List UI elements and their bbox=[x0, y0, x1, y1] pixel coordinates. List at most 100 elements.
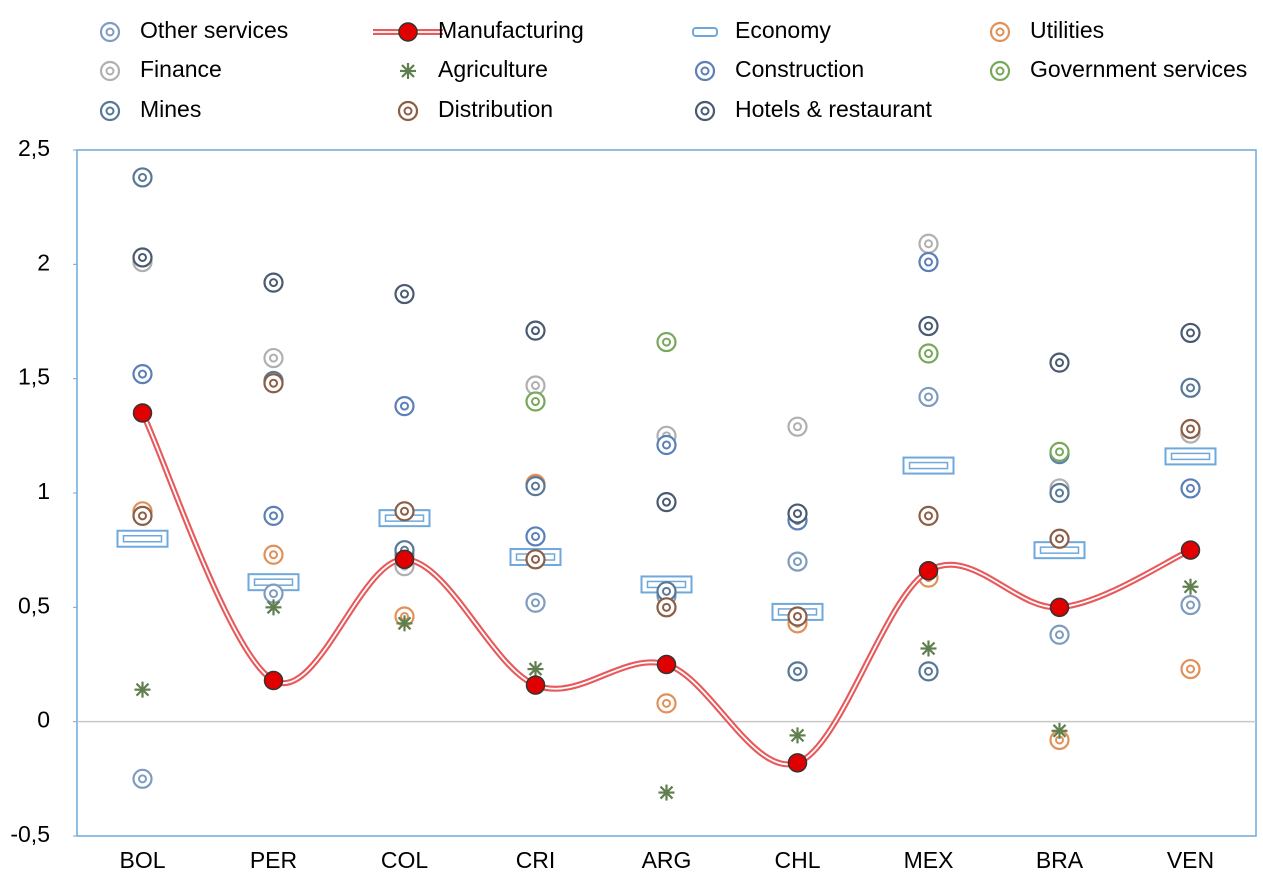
dot bbox=[132, 403, 153, 423]
ring-outer bbox=[918, 661, 939, 682]
ring-inner bbox=[793, 611, 802, 621]
legend-marker bbox=[400, 63, 416, 79]
ring-inner bbox=[105, 66, 115, 76]
ring-inner bbox=[138, 511, 147, 521]
y-tick-label: 2,5 bbox=[18, 135, 50, 161]
ring-inner bbox=[269, 378, 278, 388]
ring-inner bbox=[531, 481, 540, 491]
point bbox=[394, 283, 415, 305]
point bbox=[656, 492, 677, 513]
ring-outer bbox=[99, 21, 121, 43]
ring-inner bbox=[793, 422, 802, 432]
legend-label: Mines bbox=[140, 96, 201, 122]
star-stroke bbox=[659, 785, 674, 800]
legend-marker bbox=[694, 60, 716, 82]
legend-label: Construction bbox=[735, 56, 864, 82]
point bbox=[263, 272, 284, 293]
ring-outer bbox=[787, 503, 808, 524]
star-stroke bbox=[266, 600, 281, 615]
ring-inner bbox=[1186, 383, 1195, 393]
star-stroke bbox=[397, 616, 412, 631]
point bbox=[918, 343, 939, 364]
ring-outer bbox=[1049, 528, 1070, 549]
x-tick-label: BRA bbox=[1036, 847, 1084, 873]
point bbox=[263, 670, 284, 691]
ring-outer bbox=[694, 60, 716, 82]
ring-inner bbox=[793, 557, 802, 567]
point bbox=[918, 386, 939, 408]
ring-inner bbox=[105, 106, 115, 116]
dot bbox=[263, 670, 284, 691]
star-stroke bbox=[1183, 579, 1198, 594]
ring-outer bbox=[787, 551, 808, 572]
ring-outer bbox=[394, 396, 415, 417]
legend-label: Government services bbox=[1030, 56, 1247, 82]
ring-outer bbox=[918, 251, 939, 273]
point bbox=[789, 727, 806, 744]
point bbox=[132, 167, 153, 188]
legend-marker bbox=[989, 21, 1011, 43]
point bbox=[918, 661, 939, 682]
point bbox=[247, 573, 300, 592]
point bbox=[132, 247, 153, 268]
ring-inner bbox=[924, 239, 933, 249]
point bbox=[656, 581, 677, 602]
point bbox=[918, 560, 939, 581]
y-tick-label: 2 bbox=[37, 249, 50, 275]
ring-inner bbox=[1186, 600, 1195, 610]
x-tick-label: COL bbox=[381, 847, 429, 873]
ring-inner bbox=[995, 66, 1005, 76]
ring-outer bbox=[263, 272, 284, 293]
ring-outer bbox=[1049, 352, 1070, 373]
point bbox=[1049, 597, 1070, 618]
ring-outer bbox=[394, 501, 415, 522]
point bbox=[920, 640, 937, 657]
ring-inner bbox=[269, 550, 278, 560]
ring-inner bbox=[400, 289, 409, 299]
point bbox=[134, 681, 151, 698]
point bbox=[525, 549, 546, 570]
point bbox=[656, 331, 677, 353]
dot bbox=[787, 753, 808, 773]
point bbox=[132, 505, 153, 526]
y-tick-label: -0,5 bbox=[10, 821, 50, 847]
ring-inner bbox=[924, 349, 933, 359]
point bbox=[787, 753, 808, 773]
ring-inner bbox=[700, 66, 710, 76]
point bbox=[1182, 578, 1199, 595]
ring-outer bbox=[989, 60, 1011, 82]
dot bbox=[394, 549, 415, 570]
ring-outer bbox=[525, 391, 546, 412]
ring-inner bbox=[531, 598, 540, 608]
ring-outer bbox=[918, 343, 939, 364]
legend-label: Finance bbox=[140, 56, 222, 82]
ring-outer bbox=[918, 386, 939, 408]
ring-inner bbox=[700, 106, 710, 116]
legend-marker bbox=[989, 60, 1011, 82]
point bbox=[527, 661, 544, 678]
point bbox=[132, 768, 153, 789]
star-stroke bbox=[1052, 724, 1067, 738]
point bbox=[263, 544, 284, 565]
bar-inner bbox=[122, 534, 163, 543]
ring-outer bbox=[397, 100, 419, 122]
ring-outer bbox=[132, 247, 153, 268]
ring-inner bbox=[662, 440, 671, 450]
x-tick-label: CRI bbox=[516, 847, 556, 873]
ring-outer bbox=[1049, 482, 1070, 504]
ring-inner bbox=[138, 774, 147, 784]
legend-label: Utilities bbox=[1030, 17, 1104, 43]
point bbox=[525, 391, 546, 412]
point bbox=[132, 403, 153, 423]
point bbox=[1049, 441, 1070, 462]
x-tick-label: CHL bbox=[774, 847, 820, 873]
star-stroke bbox=[790, 728, 805, 743]
ring-outer bbox=[1180, 478, 1201, 499]
ring-outer bbox=[99, 60, 121, 82]
y-tick-label: 1,5 bbox=[18, 364, 50, 390]
point bbox=[394, 396, 415, 417]
ring-inner bbox=[662, 698, 671, 708]
ring-inner bbox=[1186, 483, 1195, 493]
ring-inner bbox=[1186, 664, 1195, 674]
